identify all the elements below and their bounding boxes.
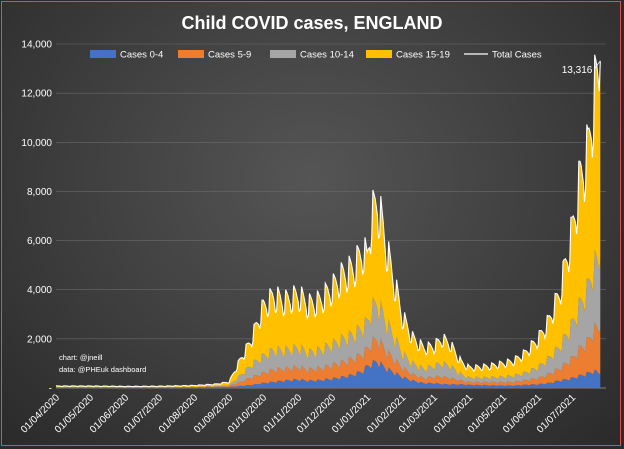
legend-label: Cases 15-19 — [396, 50, 450, 61]
y-tick-label: 10,000 — [21, 138, 52, 149]
area-cases-5-9 — [56, 322, 601, 388]
y-tick-label: 2,000 — [27, 334, 52, 345]
legend-swatch — [270, 50, 296, 58]
legend-label: Cases 0-4 — [120, 50, 163, 61]
y-tick-label: 8,000 — [27, 187, 52, 198]
y-axis: - 2,000 4,000 6,000 8,000 10,000 12,000 14,000 — [21, 40, 52, 395]
total-line-layer — [55, 54, 601, 388]
chart-title: Child COVID cases, ENGLAND — [181, 13, 442, 33]
legend-swatch — [366, 50, 392, 58]
grid-lines — [56, 43, 606, 389]
legend-label: Cases 5-9 — [208, 50, 251, 61]
area-cases-0-4 — [56, 359, 601, 388]
y-tick-label: 14,000 — [21, 40, 52, 51]
total-cases-line — [55, 54, 601, 388]
annotation-leader — [594, 60, 601, 70]
area-cases-15-19 — [56, 56, 601, 388]
legend-item: Cases 5-9 — [178, 50, 251, 61]
y-tick-label: - — [49, 384, 52, 395]
y-tick-label: 6,000 — [27, 236, 52, 247]
legend-label: Total Cases — [492, 50, 542, 61]
credit-chart: chart: @jneill — [59, 353, 103, 362]
credit-data: data: @PHEuk dashboard — [59, 365, 146, 374]
legend-item: Cases 10-14 — [270, 50, 354, 61]
x-axis: 01/04/202001/05/202001/06/202001/07/2020… — [19, 392, 579, 435]
stacked-areas — [56, 56, 601, 388]
legend-item: Cases 15-19 — [366, 50, 450, 61]
legend-item: Total Cases — [464, 50, 542, 61]
legend-swatch — [90, 50, 116, 58]
area-cases-10-14 — [56, 249, 601, 388]
y-tick-label: 4,000 — [27, 285, 52, 296]
peak-annotation: 13,316 — [562, 65, 593, 76]
legend-label: Cases 10-14 — [300, 50, 354, 61]
legend-swatch — [178, 50, 204, 58]
y-tick-label: 12,000 — [21, 89, 52, 100]
legend-item: Cases 0-4 — [90, 50, 163, 61]
legend: Cases 0-4 Cases 5-9 Cases 10-14 Cases 15-19… — [90, 50, 542, 61]
